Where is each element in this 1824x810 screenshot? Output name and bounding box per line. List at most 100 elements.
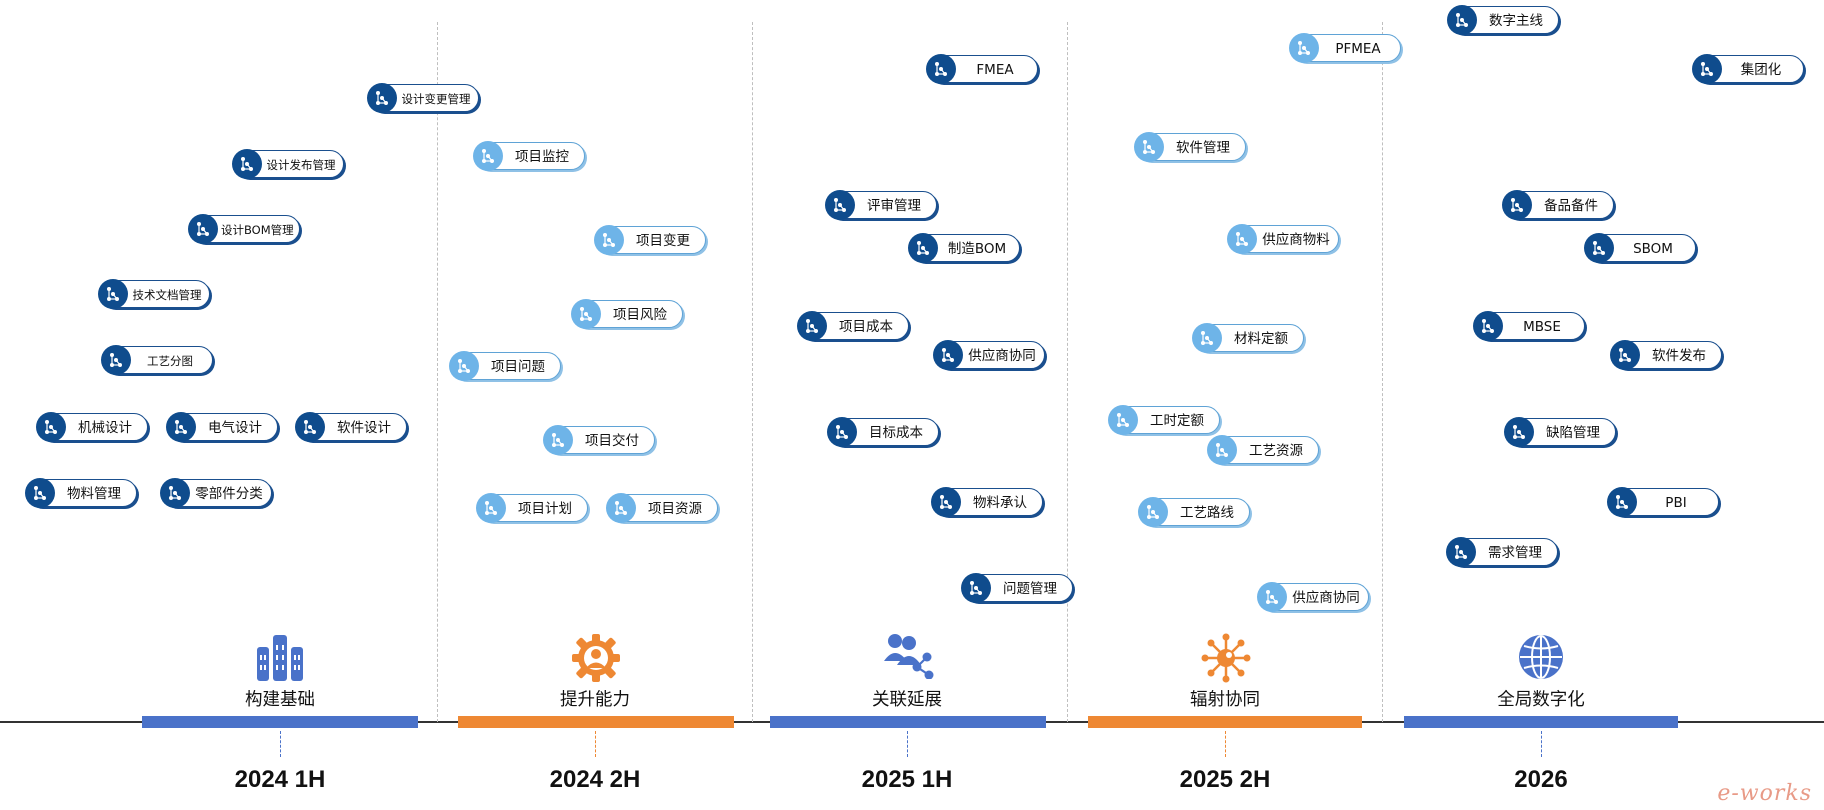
module-icon-badge — [1607, 487, 1637, 517]
node-icon — [45, 420, 57, 434]
module-pill: 软件发布 — [1610, 340, 1722, 370]
module-icon-badge — [606, 493, 636, 523]
stage-label: 关联延展 — [872, 690, 942, 710]
node-icon — [241, 157, 253, 171]
node-icon — [580, 307, 592, 321]
node-icon — [1266, 590, 1278, 604]
module-pill: 项目计划 — [476, 493, 588, 523]
module-pill: 电气设计 — [166, 412, 278, 442]
module-label: 设计BOM管理 — [221, 223, 294, 237]
phase-bar — [1404, 716, 1678, 728]
module-label: 需求管理 — [1488, 545, 1542, 561]
module-pill: 目标成本 — [827, 417, 939, 447]
module-icon-badge — [931, 487, 961, 517]
module-label: PFMEA — [1335, 41, 1381, 57]
module-icon-badge — [908, 233, 938, 263]
phase-separator — [437, 22, 438, 722]
module-label: 材料定额 — [1234, 331, 1288, 347]
module-icon-badge — [1108, 405, 1138, 435]
module-pill: 数字主线 — [1447, 5, 1559, 35]
node-icon — [1298, 41, 1310, 55]
module-label: 备品备件 — [1544, 198, 1598, 214]
module-pill: 软件管理 — [1134, 132, 1246, 162]
phase-bar — [1088, 716, 1362, 728]
node-icon — [304, 420, 316, 434]
node-icon — [615, 501, 627, 515]
year-label: 2026 — [1514, 766, 1568, 793]
module-label: PBI — [1665, 495, 1687, 511]
module-label: 集团化 — [1740, 62, 1782, 78]
module-label: 问题管理 — [1003, 581, 1057, 597]
module-pill: 设计发布管理 — [232, 149, 344, 179]
module-label: 技术文档管理 — [132, 288, 202, 302]
module-label: SBOM — [1633, 241, 1673, 257]
module-icon-badge — [961, 573, 991, 603]
stage-label: 全局数字化 — [1497, 690, 1585, 710]
year-label: 2024 2H — [549, 766, 641, 793]
module-icon-badge — [476, 493, 506, 523]
node-icon — [1216, 443, 1228, 457]
phase-bar — [458, 716, 734, 728]
module-label: 供应商协同 — [1292, 590, 1360, 606]
building-icon — [257, 635, 303, 681]
node-icon — [1513, 425, 1525, 439]
phase-tick — [280, 731, 281, 757]
module-label: FMEA — [976, 62, 1014, 78]
radiate-icon — [1201, 633, 1251, 683]
node-icon — [603, 233, 615, 247]
module-label: 软件设计 — [337, 420, 391, 436]
module-label: 零部件分类 — [195, 486, 263, 502]
node-icon — [110, 353, 122, 367]
module-pill: 项目交付 — [543, 425, 655, 455]
module-pill: 需求管理 — [1446, 537, 1558, 567]
module-icon-badge — [571, 299, 601, 329]
stage-label: 构建基础 — [245, 690, 315, 710]
module-pill: 工时定额 — [1108, 405, 1220, 435]
gear-person-icon — [572, 634, 620, 682]
module-icon-badge — [367, 83, 397, 113]
year-label: 2025 1H — [861, 766, 953, 793]
module-pill: 机械设计 — [36, 412, 148, 442]
module-label: 目标成本 — [869, 425, 923, 441]
module-pill: 物料管理 — [25, 478, 137, 508]
node-icon — [169, 486, 181, 500]
module-pill: 供应商协同 — [933, 340, 1045, 370]
node-icon — [806, 319, 818, 333]
module-icon-badge — [449, 351, 479, 381]
module-pill: 工艺分图 — [101, 345, 213, 375]
module-icon-badge — [101, 345, 131, 375]
module-label: 制造BOM — [947, 241, 1007, 257]
node-icon — [552, 433, 564, 447]
node-icon — [970, 581, 982, 595]
module-icon-badge — [473, 141, 503, 171]
module-icon-badge — [1192, 323, 1222, 353]
module-icon-badge — [1446, 537, 1476, 567]
module-pill: 项目问题 — [449, 351, 561, 381]
module-label: 数字主线 — [1489, 13, 1543, 29]
module-icon-badge — [1502, 190, 1532, 220]
module-label: 供应商物料 — [1262, 232, 1330, 248]
module-label: 评审管理 — [867, 198, 921, 214]
module-icon-badge — [1692, 54, 1722, 84]
module-pill: 设计BOM管理 — [188, 214, 300, 244]
module-label: 项目风险 — [613, 307, 667, 323]
module-icon-badge — [1134, 132, 1164, 162]
stage-label: 辐射协同 — [1190, 690, 1260, 710]
module-pill: FMEA — [926, 54, 1038, 84]
module-icon-badge — [594, 225, 624, 255]
module-icon-badge — [797, 311, 827, 341]
node-icon — [1143, 140, 1155, 154]
phase-bar — [142, 716, 418, 728]
people-share-icon — [884, 634, 934, 679]
module-pill: PBI — [1607, 487, 1719, 517]
module-label: 项目计划 — [518, 501, 572, 517]
module-label: 供应商协同 — [968, 348, 1036, 364]
module-label: 项目变更 — [636, 233, 690, 249]
node-icon — [197, 222, 209, 236]
node-icon — [836, 425, 848, 439]
module-icon-badge — [25, 478, 55, 508]
node-icon — [175, 420, 187, 434]
node-icon — [1236, 232, 1248, 246]
module-icon-badge — [160, 478, 190, 508]
node-icon — [458, 359, 470, 373]
